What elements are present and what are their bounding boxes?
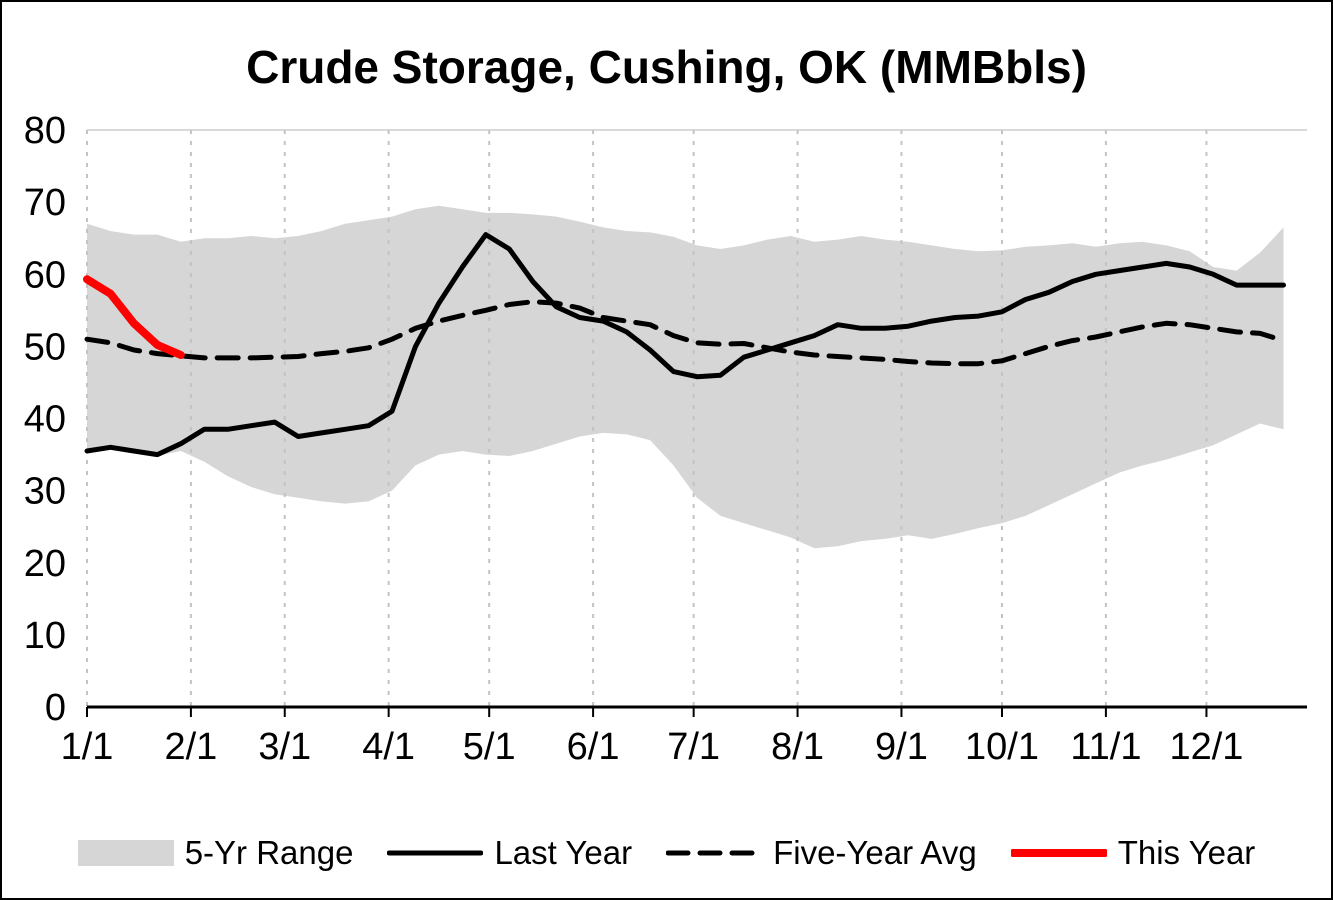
series-five-year-avg (84, 299, 1286, 367)
legend-label-five-yr-range: 5-Yr Range (184, 834, 354, 871)
legend-item-five-yr-range: 5-Yr Range (77, 834, 354, 872)
x-tick-label: 3/1 (258, 726, 311, 768)
y-tick-label: 40 (24, 399, 66, 441)
y-tick-label: 30 (24, 471, 66, 513)
series-last-year (84, 232, 1286, 458)
y-tick-label: 80 (24, 110, 66, 152)
y-tick-label: 0 (45, 687, 66, 729)
legend-swatch-five-year-avg (666, 850, 763, 856)
y-tick-label: 10 (24, 615, 66, 657)
x-tick-label: 4/1 (362, 726, 415, 768)
legend-item-five-year-avg: Five-Year Avg (666, 834, 977, 872)
series-this-year (83, 275, 185, 359)
x-tick-label: 12/1 (1169, 726, 1243, 768)
x-tick-label: 5/1 (463, 726, 516, 768)
x-tick-label: 1/1 (61, 726, 114, 768)
chart-legend: 5-Yr Range Last Year Five-Year Avg This Yea… (2, 834, 1331, 872)
y-tick-label: 50 (24, 326, 66, 368)
x-tick-label: 11/1 (1070, 726, 1141, 768)
chart-title: Crude Storage, Cushing, OK (MMBbls) (246, 41, 1087, 93)
x-tick-label: 7/1 (667, 726, 720, 768)
legend-label-last-year: Last Year (494, 834, 633, 871)
y-tick-label: 20 (24, 543, 66, 585)
y-tick-label: 60 (24, 254, 66, 296)
y-tick-label: 70 (24, 182, 66, 224)
legend-item-last-year: Last Year (387, 834, 632, 872)
x-tick-label: 2/1 (164, 726, 217, 768)
legend-item-this-year: This Year (1010, 834, 1256, 872)
legend-label-this-year: This Year (1117, 834, 1256, 871)
x-tick-label: 6/1 (567, 726, 620, 768)
legend-swatch-last-year (387, 850, 484, 856)
legend-swatch-five-yr-range (77, 840, 174, 866)
x-tick-label: 10/1 (965, 726, 1039, 768)
x-tick-label: 9/1 (875, 726, 928, 768)
legend-label-five-year-avg: Five-Year Avg (773, 834, 977, 871)
legend-swatch-this-year (1010, 849, 1107, 857)
five-yr-range-band (87, 205, 1284, 549)
x-tick-label: 8/1 (771, 726, 824, 768)
